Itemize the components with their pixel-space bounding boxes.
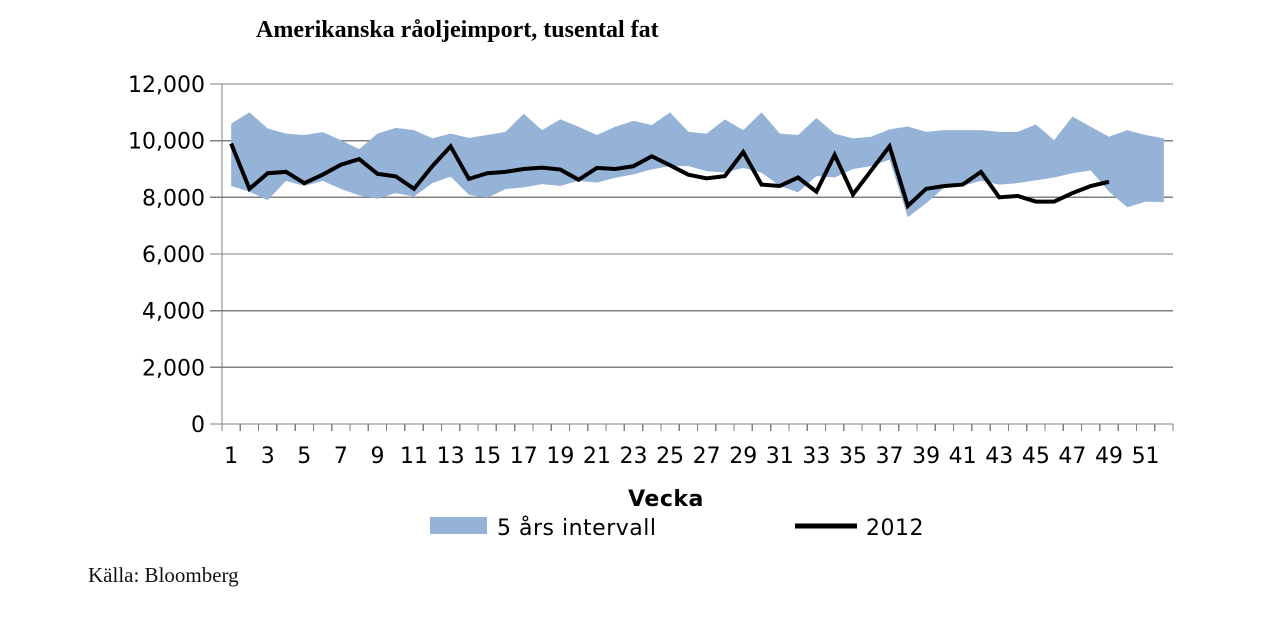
x-tick-label: 19 [546, 444, 574, 469]
x-tick-label: 17 [510, 444, 538, 469]
x-tick-label: 49 [1095, 444, 1123, 469]
x-tick-label: 33 [802, 444, 830, 469]
x-tick-label: 3 [261, 444, 275, 469]
x-tick-label: 23 [619, 444, 647, 469]
x-tick-label: 37 [876, 444, 904, 469]
x-tick-label: 47 [1058, 444, 1086, 469]
chart-title: Amerikanska råoljeimport, tusental fat [256, 17, 659, 43]
x-tick-label: 5 [297, 444, 311, 469]
x-tick-label: 45 [1022, 444, 1050, 469]
x-tick-label: 1 [224, 444, 238, 469]
x-tick-label: 43 [985, 444, 1013, 469]
x-tick-label: 11 [400, 444, 428, 469]
x-axis-title: Vecka [628, 487, 704, 512]
legend-line-label: 2012 [866, 516, 924, 541]
x-tick-label: 27 [693, 444, 721, 469]
x-tick-label: 29 [729, 444, 757, 469]
x-tick-label: 13 [437, 444, 465, 469]
x-tick-label: 51 [1132, 444, 1160, 469]
legend: 5 års intervall 2012 [430, 515, 924, 541]
x-tick-label: 7 [334, 444, 348, 469]
x-tick-label: 21 [583, 444, 611, 469]
y-tick-label: 8,000 [142, 186, 205, 211]
line-2012 [229, 142, 1110, 210]
y-tick-label: 4,000 [142, 300, 205, 325]
x-tick-label: 39 [912, 444, 940, 469]
legend-band-label: 5 års intervall [497, 515, 656, 541]
x-tick-label: 25 [656, 444, 684, 469]
x-tick-label: 41 [949, 444, 977, 469]
source-note: Källa: Bloomberg [88, 563, 239, 587]
y-tick-label: 0 [191, 413, 205, 438]
y-tick-label: 6,000 [142, 243, 205, 268]
x-tick-label: 35 [839, 444, 867, 469]
y-tick-label: 12,000 [128, 73, 205, 98]
y-tick-label: 2,000 [142, 356, 205, 381]
legend-band-swatch [430, 517, 487, 534]
x-tick-label: 9 [370, 444, 384, 469]
x-tick-label: 31 [766, 444, 794, 469]
x-tick-label: 15 [473, 444, 501, 469]
band-5yr-interval [231, 112, 1164, 218]
y-tick-label: 10,000 [128, 130, 205, 155]
